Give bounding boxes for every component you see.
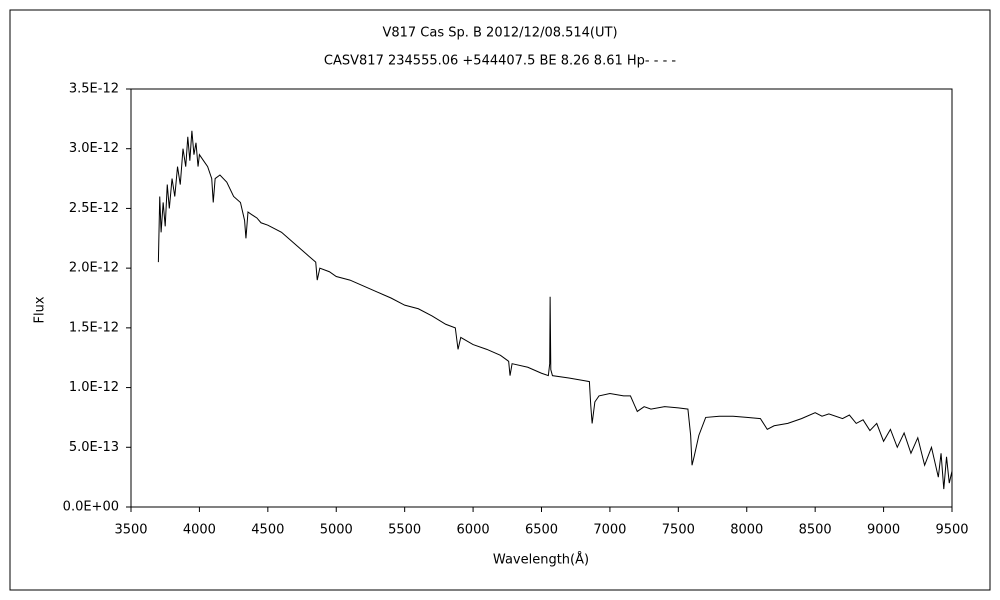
y-tick-label: 1.0E-12 xyxy=(69,380,119,395)
chart-title: V817 Cas Sp. B 2012/12/08.514(UT) xyxy=(382,26,617,41)
x-tick-label: 7500 xyxy=(662,523,695,538)
x-tick-label: 9500 xyxy=(935,523,968,538)
x-tick-label: 4500 xyxy=(251,523,284,538)
chart-subtitle: CASV817 234555.06 +544407.5 BE 8.26 8.61… xyxy=(324,54,676,69)
x-tick-label: 9000 xyxy=(867,523,900,538)
y-tick-label: 3.0E-12 xyxy=(69,141,119,156)
x-tick-label: 8000 xyxy=(730,523,763,538)
y-tick-label: 2.5E-12 xyxy=(69,201,119,216)
x-tick-label: 6500 xyxy=(525,523,558,538)
x-axis-label: Wavelength(Å) xyxy=(493,552,589,568)
y-tick-label: 1.5E-12 xyxy=(69,320,119,335)
y-tick-label: 5.0E-13 xyxy=(69,440,119,455)
spectrum-line xyxy=(157,130,953,490)
x-tick-label: 5500 xyxy=(388,523,421,538)
y-tick-label: 2.0E-12 xyxy=(69,261,119,276)
y-tick-label: 3.5E-12 xyxy=(69,82,119,97)
x-tick-label: 3500 xyxy=(114,523,147,538)
plot-frame xyxy=(130,88,953,508)
y-axis-label: Flux xyxy=(33,296,48,323)
x-tick-label: 8500 xyxy=(799,523,832,538)
y-tick-label: 0.0E+00 xyxy=(63,500,119,515)
x-tick-label: 5000 xyxy=(320,523,353,538)
x-tick-label: 7000 xyxy=(593,523,626,538)
chart-frame xyxy=(9,9,991,591)
x-tick-label: 6000 xyxy=(457,523,490,538)
x-tick-label: 4000 xyxy=(183,523,216,538)
